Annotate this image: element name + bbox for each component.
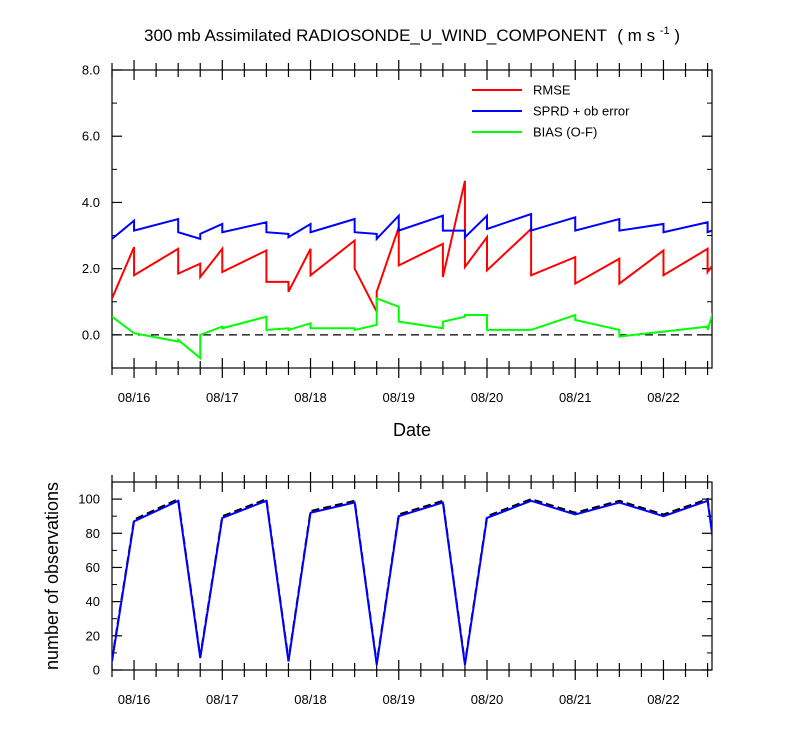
legend-label-rmse: RMSE — [533, 83, 571, 98]
y-tick-label: 4.0 — [82, 195, 100, 210]
y-tick-label: 40 — [86, 594, 100, 609]
chart-title-text: 300 mb Assimilated RADIOSONDE_U_WIND_COM… — [144, 26, 607, 45]
legend: RMSE SPRD + ob error BIAS (O-F) — [472, 83, 630, 140]
legend-label-bias-o-f: BIAS (O-F) — [533, 125, 597, 140]
x-tick-label: 08/22 — [647, 692, 680, 707]
y-tick-label: 100 — [78, 492, 100, 507]
y-tick-label: 20 — [86, 628, 100, 643]
x-tick-label: 08/22 — [647, 390, 680, 405]
series-sprd-ob-error-line — [112, 212, 712, 242]
x-tick-label: 08/21 — [559, 692, 592, 707]
units-exponent: -1 — [660, 25, 670, 37]
x-tick-label: 08/18 — [294, 692, 327, 707]
y-tick-label: 8.0 — [82, 63, 100, 78]
series-bias-o-f-line — [112, 297, 712, 361]
units-close: ) — [674, 26, 680, 45]
x-tick-label: 08/17 — [206, 390, 239, 405]
bottom-plot-frame — [111, 481, 713, 671]
y-tick-label: 60 — [86, 560, 100, 575]
y-tick-label: 2.0 — [82, 261, 100, 276]
x-tick-label: 08/17 — [206, 692, 239, 707]
y-tick-label: 80 — [86, 526, 100, 541]
series-observations-possible-line — [112, 497, 712, 664]
chart-title: 300 mb Assimilated RADIOSONDE_U_WIND_COM… — [144, 19, 680, 45]
top-plot-frame — [111, 69, 713, 369]
bottom-panel: 0 20 40 60 80 100 08/16 08/17 08/18 08/19 08/20 08/… — [78, 472, 713, 707]
y-tick-label: 0.0 — [82, 327, 100, 342]
x-tick-label: 08/19 — [382, 390, 415, 405]
x-axis-title: Date — [393, 420, 431, 440]
x-tick-label: 08/16 — [118, 692, 151, 707]
x-tick-label: 08/20 — [471, 692, 504, 707]
x-tick-label: 08/16 — [118, 390, 151, 405]
series-rmse-line — [112, 180, 712, 313]
top-panel: 0.0 2.0 4.0 6.0 8.0 08/16 08/17 08/18 08/19 08/20… — [82, 60, 713, 405]
x-tick-label: 08/21 — [559, 390, 592, 405]
x-tick-label: 08/18 — [294, 390, 327, 405]
x-tick-label: 08/19 — [382, 692, 415, 707]
legend-label-sprd-ob-error: SPRD + ob error — [533, 104, 630, 119]
y-tick-label: 0 — [93, 663, 100, 678]
x-tick-label: 08/20 — [471, 390, 504, 405]
y-axis-title-observations: number of observations — [42, 482, 62, 670]
series-observations-used-line — [112, 499, 712, 666]
units-open: ( m s — [617, 26, 655, 45]
y-tick-label: 6.0 — [82, 129, 100, 144]
